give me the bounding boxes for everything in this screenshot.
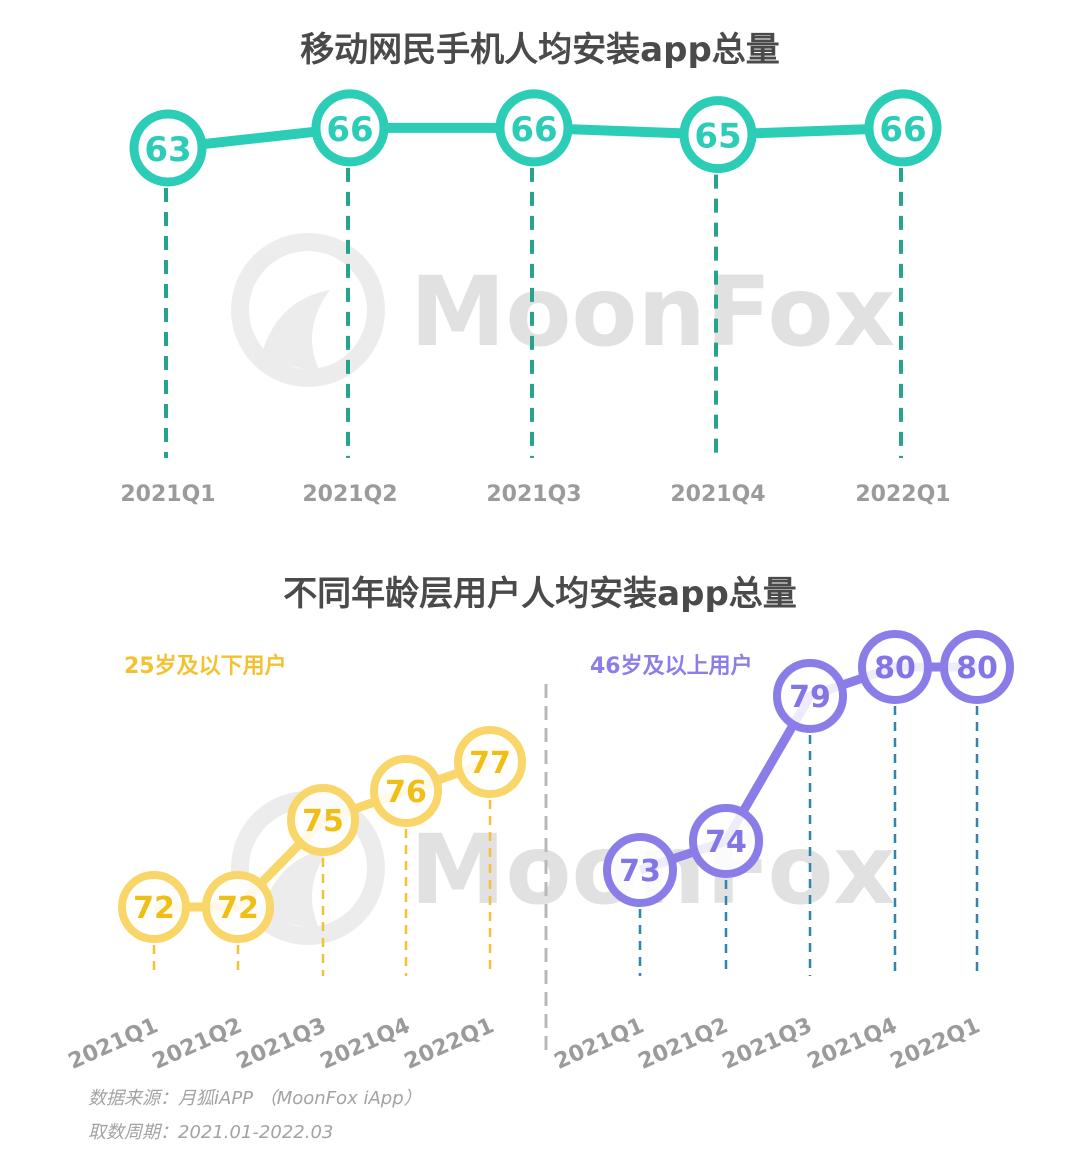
data-point-ring <box>773 659 847 733</box>
footnote-period: 取数周期：2021.01-2022.03 <box>88 1122 334 1143</box>
data-point-ring <box>202 871 274 943</box>
chart-title-age-groups: 不同年龄层用户人均安装app总量 <box>283 574 797 614</box>
x-tick-label: 2022Q1 <box>855 482 950 507</box>
chart-title-app-total: 移动网民手机人均安装app总量 <box>300 30 780 70</box>
data-label: 76 <box>385 775 427 810</box>
x-tick-label: 2021Q2 <box>149 1013 246 1075</box>
x-tick-label: 2021Q1 <box>551 1013 648 1075</box>
data-label: 63 <box>144 130 191 170</box>
watermark-text: MoonFox <box>410 256 895 368</box>
data-point-ring <box>129 109 207 187</box>
x-tick-label: 2021Q3 <box>233 1013 330 1075</box>
data-label: 73 <box>619 854 661 889</box>
x-tick-label: 2022Q1 <box>401 1013 498 1075</box>
data-label: 75 <box>302 804 344 839</box>
x-tick-label: 2021Q4 <box>804 1013 901 1075</box>
data-label: 66 <box>326 110 373 150</box>
data-label: 65 <box>694 117 741 157</box>
data-point-ring <box>940 630 1014 704</box>
x-tick-label: 2021Q1 <box>120 482 215 507</box>
moonfox-logo-icon <box>231 233 385 387</box>
data-label: 72 <box>217 891 259 926</box>
data-label: 80 <box>956 651 998 686</box>
x-tick-label: 2021Q4 <box>670 482 765 507</box>
x-tick-label: 2021Q3 <box>486 482 581 507</box>
x-tick-label: 2021Q3 <box>719 1013 816 1075</box>
data-point-ring <box>287 784 359 856</box>
data-point-ring <box>495 89 573 167</box>
data-point-ring <box>603 833 677 907</box>
data-label: 77 <box>469 746 511 781</box>
x-tick-label: 2021Q2 <box>302 482 397 507</box>
data-point-ring <box>454 726 526 798</box>
data-point-ring <box>311 89 389 167</box>
legend-under-25: 25岁及以下用户 <box>124 654 287 679</box>
x-tick-label: 2021Q1 <box>65 1013 162 1075</box>
data-point-ring <box>118 871 190 943</box>
data-point-ring <box>689 804 763 878</box>
x-tick-label: 2022Q1 <box>887 1013 984 1075</box>
footnote-source: 数据来源：月狐iAPP （MoonFox iApp） <box>88 1088 422 1109</box>
data-label: 66 <box>510 110 557 150</box>
data-point-ring <box>858 630 932 704</box>
x-tick-label: 2021Q4 <box>317 1013 414 1075</box>
data-point-ring <box>864 89 942 167</box>
data-point-ring <box>370 755 442 827</box>
data-point-ring <box>679 96 757 174</box>
data-label: 79 <box>789 680 831 715</box>
data-label: 66 <box>879 110 926 150</box>
legend-over-46: 46岁及以上用户 <box>590 654 753 679</box>
data-label: 74 <box>705 825 747 860</box>
data-label: 72 <box>133 891 175 926</box>
data-label: 80 <box>874 651 916 686</box>
x-tick-label: 2021Q2 <box>635 1013 732 1075</box>
